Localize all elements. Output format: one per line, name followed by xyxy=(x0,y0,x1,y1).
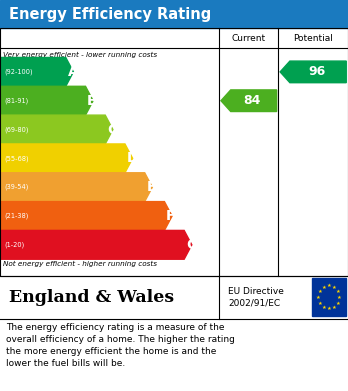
Text: ★: ★ xyxy=(337,295,342,300)
Polygon shape xyxy=(0,202,172,230)
Text: ★: ★ xyxy=(335,301,340,305)
Text: ★: ★ xyxy=(332,305,337,310)
Text: ★: ★ xyxy=(321,305,326,310)
Text: England & Wales: England & Wales xyxy=(9,289,174,306)
Bar xyxy=(0,0,348,28)
Text: ★: ★ xyxy=(316,295,321,300)
Text: F: F xyxy=(166,209,176,223)
Text: (55-68): (55-68) xyxy=(4,155,29,161)
Text: B: B xyxy=(87,94,98,108)
Text: Very energy efficient - lower running costs: Very energy efficient - lower running co… xyxy=(3,52,158,58)
Polygon shape xyxy=(280,61,346,83)
Text: (81-91): (81-91) xyxy=(4,97,29,104)
Text: A: A xyxy=(68,65,78,79)
Text: Potential: Potential xyxy=(293,34,333,43)
Polygon shape xyxy=(0,173,152,202)
Polygon shape xyxy=(221,90,277,111)
Text: (39-54): (39-54) xyxy=(4,184,29,190)
Text: Current: Current xyxy=(232,34,266,43)
Polygon shape xyxy=(0,230,192,259)
Text: Energy Efficiency Rating: Energy Efficiency Rating xyxy=(9,7,211,22)
Text: ★: ★ xyxy=(321,285,326,289)
Bar xyxy=(312,278,346,316)
Text: 84: 84 xyxy=(244,94,261,107)
Text: ★: ★ xyxy=(317,301,322,305)
Text: (69-80): (69-80) xyxy=(4,126,29,133)
Text: D: D xyxy=(127,151,138,165)
Text: EU Directive
2002/91/EC: EU Directive 2002/91/EC xyxy=(228,287,284,308)
Text: (1-20): (1-20) xyxy=(4,242,24,248)
Text: ★: ★ xyxy=(326,283,331,288)
Text: ★: ★ xyxy=(335,289,340,294)
Text: G: G xyxy=(186,238,197,252)
Polygon shape xyxy=(0,144,133,173)
Polygon shape xyxy=(0,115,113,144)
Text: (21-38): (21-38) xyxy=(4,213,29,219)
Text: C: C xyxy=(107,122,117,136)
Bar xyxy=(0,28,348,276)
Polygon shape xyxy=(0,86,93,115)
Text: The energy efficiency rating is a measure of the
overall efficiency of a home. T: The energy efficiency rating is a measur… xyxy=(6,323,235,368)
Text: (92-100): (92-100) xyxy=(4,69,33,75)
Polygon shape xyxy=(0,57,73,86)
Text: 96: 96 xyxy=(308,65,325,78)
Text: ★: ★ xyxy=(326,307,331,311)
Text: ★: ★ xyxy=(317,289,322,294)
Text: Not energy efficient - higher running costs: Not energy efficient - higher running co… xyxy=(3,261,158,267)
Text: E: E xyxy=(147,180,156,194)
Text: ★: ★ xyxy=(332,285,337,289)
